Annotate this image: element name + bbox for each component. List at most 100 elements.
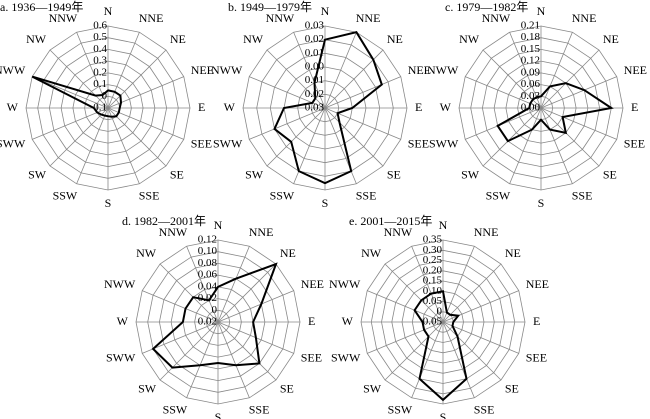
direction-label: S (215, 410, 222, 419)
direction-label: SSE (474, 402, 495, 416)
r-tick-label: 0.08 (198, 257, 218, 269)
spoke (442, 321, 502, 381)
spoke (442, 321, 519, 354)
chart-title: d. 1982—2001年 (122, 214, 206, 228)
direction-label: NW (459, 32, 480, 46)
r-tick-label: 0.03 (521, 90, 541, 102)
direction-label: N (214, 218, 223, 232)
spoke (293, 32, 326, 109)
direction-label: NEE (191, 63, 214, 77)
direction-label: SWW (106, 350, 136, 364)
spoke (217, 321, 250, 398)
r-tick-label: 0.2 (93, 66, 107, 78)
direction-label: NNE (474, 225, 499, 239)
spoke (32, 76, 109, 109)
spoke (367, 321, 444, 354)
direction-label: SW (138, 382, 157, 396)
direction-label: NNE (249, 225, 274, 239)
spoke (217, 246, 250, 323)
data-line (413, 290, 468, 402)
spoke (107, 32, 140, 109)
direction-label: SE (170, 168, 184, 182)
r-tick-label: 0.3 (93, 55, 107, 67)
direction-label: SE (603, 168, 617, 182)
spoke (49, 107, 109, 167)
r-tick-label: 0.20 (423, 264, 443, 276)
direction-label: SEE (408, 136, 429, 150)
direction-label: S (538, 196, 545, 210)
r-tick-label: 0.6 (93, 20, 107, 32)
r-tick-label: 0.01 (305, 47, 324, 59)
direction-label: SSE (356, 188, 377, 202)
direction-label: SEE (301, 350, 322, 364)
r-tick-label: 0.1 (93, 78, 107, 90)
spoke (217, 321, 277, 381)
chart-title: b. 1949—1979年 (228, 0, 312, 14)
r-tick-label: 0.10 (423, 285, 443, 297)
data-line (496, 82, 614, 143)
spoke (540, 32, 573, 109)
spoke (266, 107, 326, 167)
spoke (324, 49, 384, 109)
r-tick-label: 0.12 (198, 234, 217, 246)
spoke (540, 107, 600, 167)
direction-label: W (7, 100, 19, 114)
direction-label: N (321, 4, 330, 18)
spoke (217, 263, 277, 323)
direction-label: SSW (388, 402, 413, 416)
r-tick-label: 0.05 (423, 316, 443, 328)
spoke (442, 321, 475, 398)
direction-label: NWW (211, 63, 243, 77)
direction-label: NNW (482, 11, 511, 25)
direction-label: E (198, 100, 205, 114)
r-tick-label: 0.15 (423, 275, 443, 287)
spoke (324, 107, 384, 167)
direction-label: SSW (53, 188, 78, 202)
spoke (186, 321, 219, 398)
direction-label: S (322, 196, 329, 210)
direction-label: NNE (356, 11, 381, 25)
spoke (107, 107, 140, 184)
spoke (411, 321, 444, 398)
spoke (367, 290, 444, 323)
direction-label: NW (361, 246, 382, 260)
r-tick-label: 0.21 (521, 20, 540, 32)
spoke (540, 107, 617, 140)
direction-label: NE (505, 246, 521, 260)
direction-label: S (440, 410, 447, 419)
spoke (540, 49, 600, 109)
spoke (509, 32, 542, 109)
direction-label: NE (603, 32, 619, 46)
r-tick-label: 0.18 (521, 31, 541, 43)
direction-label: E (533, 314, 540, 328)
direction-label: NEE (301, 277, 324, 291)
direction-label: SSE (139, 188, 160, 202)
direction-label: N (439, 218, 448, 232)
direction-label: SWW (429, 136, 459, 150)
spoke (540, 76, 617, 109)
direction-label: NW (136, 246, 157, 260)
direction-label: SE (505, 382, 519, 396)
spoke (76, 107, 109, 184)
direction-label: NNW (159, 225, 188, 239)
direction-label: NWW (104, 277, 136, 291)
direction-label: SEE (526, 350, 547, 364)
spoke (384, 263, 444, 323)
spoke (324, 32, 357, 109)
spoke (217, 290, 294, 323)
spoke (442, 263, 502, 323)
spoke (384, 321, 444, 381)
r-tick-label: 0.03 (305, 20, 325, 32)
r-tick-label: 0 (212, 304, 218, 316)
spoke (107, 107, 167, 167)
direction-label: NW (26, 32, 47, 46)
r-tick-label: 0.05 (423, 295, 443, 307)
direction-label: W (117, 314, 129, 328)
direction-label: S (105, 196, 112, 210)
r-tick-label: 0.02 (305, 33, 324, 45)
direction-label: N (537, 4, 546, 18)
spoke (107, 107, 184, 140)
r-tick-label: 0.09 (521, 66, 541, 78)
spoke (411, 246, 444, 323)
direction-label: SW (363, 382, 382, 396)
